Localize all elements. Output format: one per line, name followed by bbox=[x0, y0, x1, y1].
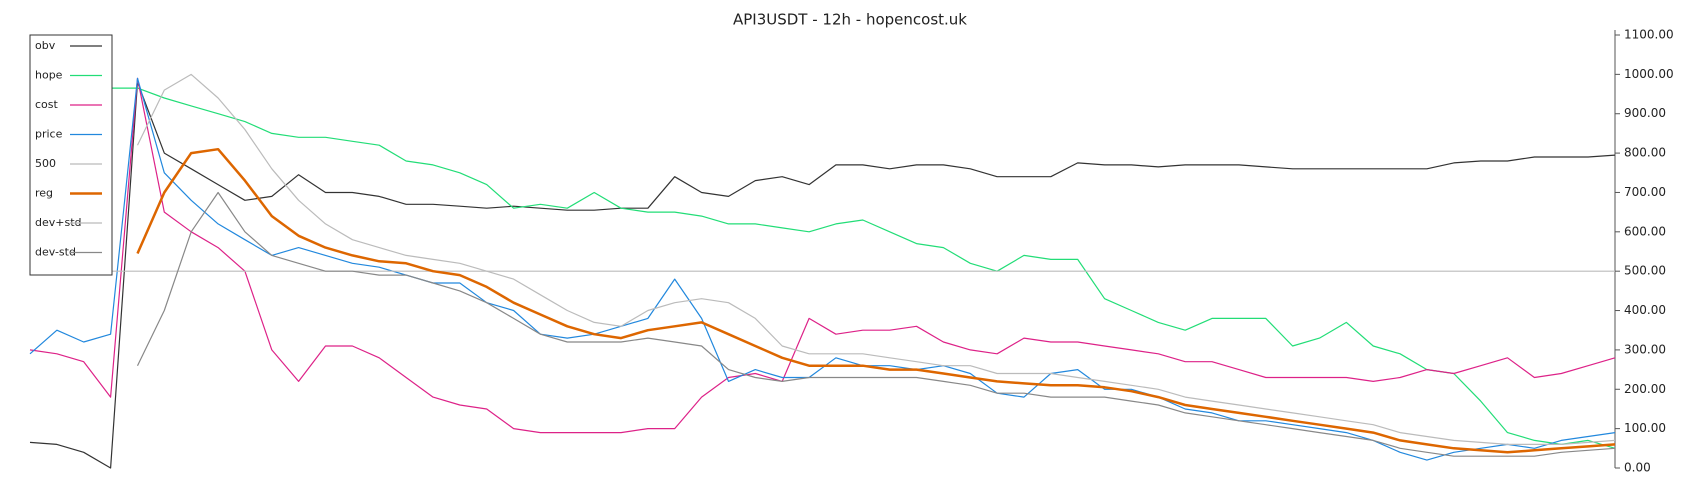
y-tick-label: 700.00 bbox=[1624, 185, 1666, 199]
y-tick-label: 900.00 bbox=[1624, 106, 1666, 120]
series-line bbox=[29, 81, 1616, 469]
series-line bbox=[136, 147, 1616, 454]
legend-label: price bbox=[35, 128, 63, 141]
legend-label: hope bbox=[35, 69, 63, 82]
legend-label: dev+std bbox=[35, 216, 82, 229]
legend-label: reg bbox=[35, 187, 53, 200]
y-tick-label: 100.00 bbox=[1624, 421, 1666, 435]
series-line bbox=[29, 77, 1616, 434]
series-line bbox=[110, 87, 1616, 449]
legend-label: cost bbox=[35, 98, 59, 111]
series-line bbox=[29, 77, 1616, 461]
legend-label: 500 bbox=[35, 157, 56, 170]
y-tick-label: 600.00 bbox=[1624, 224, 1666, 238]
legend: obv hope cost price 500 reg dev+std dev-std bbox=[29, 34, 113, 276]
y-tick-label: 0.00 bbox=[1624, 461, 1651, 475]
y-tick-label: 200.00 bbox=[1624, 382, 1666, 396]
series-line bbox=[136, 191, 1616, 457]
legend-label: dev-std bbox=[35, 246, 76, 259]
y-tick-label: 1000.00 bbox=[1624, 67, 1674, 81]
chart-title: API3USDT - 12h - hopencost.uk bbox=[733, 11, 967, 29]
y-tick-label: 400.00 bbox=[1624, 303, 1666, 317]
series-line bbox=[136, 73, 1616, 445]
legend-label: obv bbox=[35, 39, 56, 52]
y-tick-label: 800.00 bbox=[1624, 146, 1666, 160]
y-tick-label: 300.00 bbox=[1624, 342, 1666, 356]
y-tick-label: 500.00 bbox=[1624, 264, 1666, 278]
y-tick-label: 1100.00 bbox=[1624, 28, 1674, 42]
